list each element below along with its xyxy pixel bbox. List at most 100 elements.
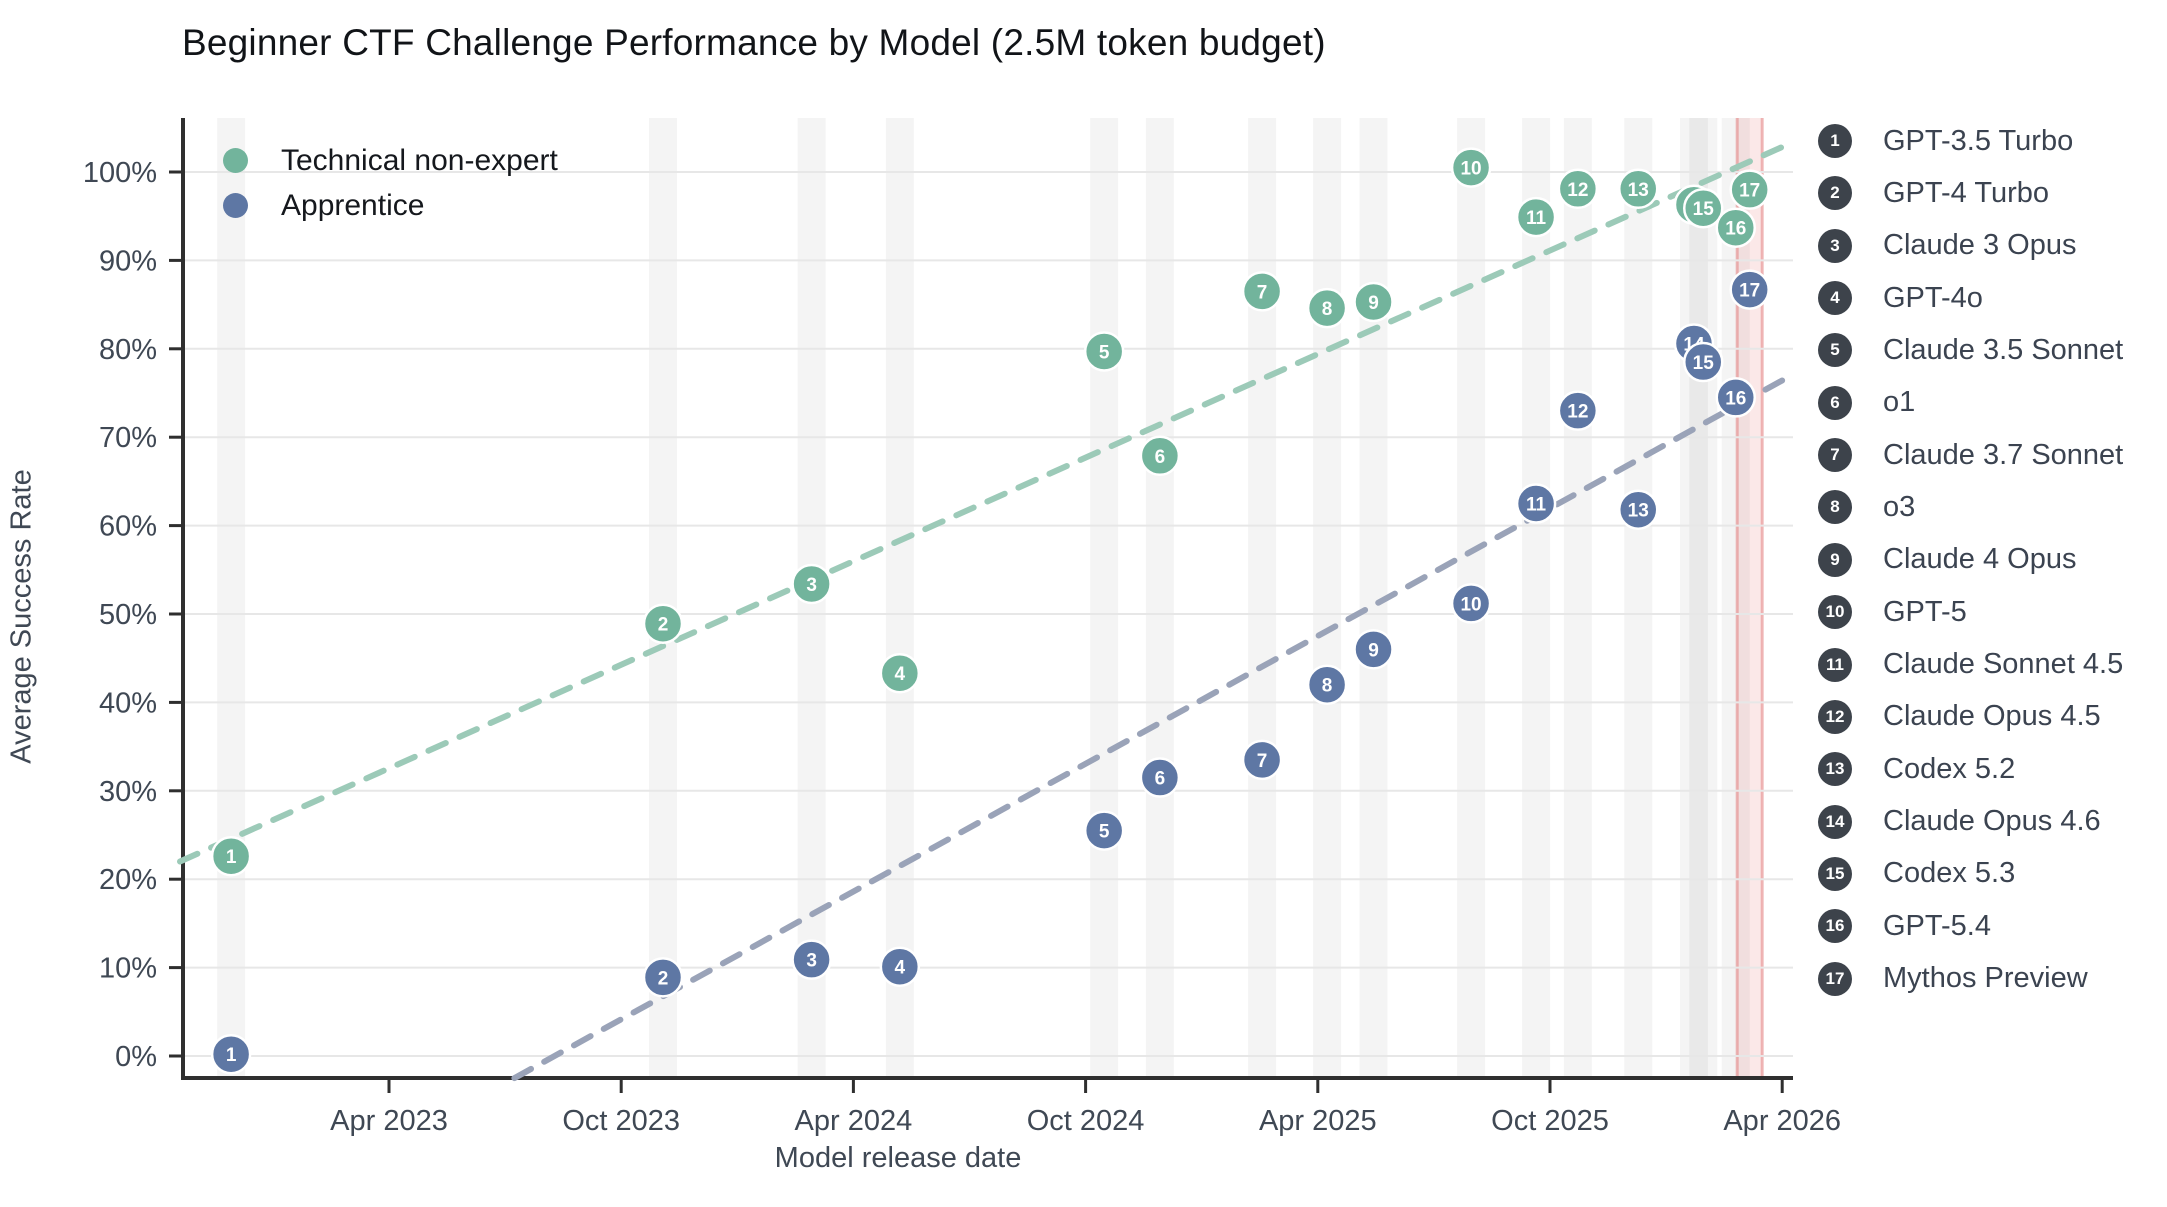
x-axis-title: Model release date bbox=[774, 1142, 1022, 1174]
series-legend-label: Apprentice bbox=[281, 188, 425, 222]
point-technical-1[interactable]: 1 bbox=[210, 835, 252, 877]
point-technical-5[interactable]: 5 bbox=[1083, 331, 1125, 372]
point-technical-15[interactable]: 15 bbox=[1683, 187, 1724, 229]
point-apprentice-10[interactable]: 10 bbox=[1450, 583, 1492, 624]
point-apprentice-11[interactable]: 11 bbox=[1515, 483, 1557, 524]
y-tick-label: 100% bbox=[83, 157, 157, 189]
point-technical-7[interactable]: 7 bbox=[1241, 271, 1283, 312]
point-technical-17[interactable]: 17 bbox=[1729, 169, 1770, 210]
point-apprentice-6[interactable]: 6 bbox=[1139, 757, 1181, 798]
point-apprentice-17[interactable]: 17 bbox=[1729, 269, 1770, 310]
point-apprentice-8[interactable]: 8 bbox=[1306, 664, 1348, 705]
legend-item-2[interactable]: 2 GPT-4 Turbo bbox=[1818, 176, 2049, 211]
legend-item-8[interactable]: 8 o3 bbox=[1818, 490, 1915, 525]
legend-item-12[interactable]: 12 Claude Opus 4.5 bbox=[1818, 699, 2101, 734]
point-technical-2[interactable]: 2 bbox=[642, 603, 684, 644]
legend-model-name: Codex 5.3 bbox=[1883, 857, 2016, 890]
point-technical-11[interactable]: 11 bbox=[1515, 196, 1557, 238]
point-technical-8[interactable]: 8 bbox=[1306, 287, 1348, 329]
point-apprentice-9[interactable]: 9 bbox=[1353, 629, 1394, 670]
point-apprentice-13[interactable]: 13 bbox=[1617, 489, 1659, 530]
point-number-label: 11 bbox=[1526, 495, 1547, 516]
point-apprentice-2[interactable]: 2 bbox=[642, 957, 684, 998]
point-number-label: 13 bbox=[1628, 180, 1649, 201]
point-apprentice-12[interactable]: 12 bbox=[1557, 390, 1599, 431]
release-stripe-13 bbox=[1624, 118, 1653, 1078]
x-tick-label: Apr 2023 bbox=[330, 1105, 448, 1137]
point-apprentice-7[interactable]: 7 bbox=[1241, 739, 1283, 781]
legend-item-9[interactable]: 9 Claude 4 Opus bbox=[1818, 542, 2076, 577]
point-technical-6[interactable]: 6 bbox=[1139, 435, 1181, 477]
legend-item-16[interactable]: 16 GPT-5.4 bbox=[1818, 909, 1991, 944]
release-stripe-1 bbox=[217, 118, 246, 1078]
highlight-stripe bbox=[1736, 118, 1763, 1078]
legend-item-13[interactable]: 13 Codex 5.2 bbox=[1818, 752, 2015, 787]
point-number-label: 17 bbox=[1739, 181, 1760, 202]
legend-model-name: Claude Opus 4.5 bbox=[1883, 700, 2101, 733]
point-apprentice-1[interactable]: 1 bbox=[210, 1033, 252, 1075]
point-technical-10[interactable]: 10 bbox=[1450, 147, 1492, 188]
release-stripe-11 bbox=[1522, 118, 1551, 1078]
point-number-label: 13 bbox=[1628, 501, 1649, 522]
point-number-label: 3 bbox=[806, 575, 817, 596]
legend-number-badge: 3 bbox=[1818, 228, 1852, 263]
legend-item-1[interactable]: 1 GPT-3.5 Turbo bbox=[1818, 124, 2073, 158]
series-legend-item-technical[interactable]: Technical non-expert bbox=[223, 138, 558, 183]
legend-number-badge: 1 bbox=[1818, 124, 1852, 158]
legend-number-badge: 7 bbox=[1818, 438, 1852, 473]
legend-number-badge: 14 bbox=[1818, 804, 1852, 839]
point-technical-9[interactable]: 9 bbox=[1353, 281, 1394, 323]
point-technical-13[interactable]: 13 bbox=[1617, 168, 1659, 210]
point-number-label: 4 bbox=[895, 958, 906, 979]
legend-number-badge: 10 bbox=[1818, 595, 1852, 630]
chart-title: Beginner CTF Challenge Performance by Mo… bbox=[182, 22, 1326, 63]
point-number-label: 17 bbox=[1739, 281, 1760, 302]
point-apprentice-16[interactable]: 16 bbox=[1715, 377, 1757, 418]
release-stripe-8 bbox=[1313, 118, 1342, 1078]
point-apprentice-4[interactable]: 4 bbox=[879, 946, 921, 987]
legend-item-7[interactable]: 7 Claude 3.7 Sonnet bbox=[1818, 438, 2124, 473]
series-legend-label: Technical non-expert bbox=[281, 143, 558, 177]
legend-item-6[interactable]: 6 o1 bbox=[1818, 385, 1916, 420]
y-tick-label: 60% bbox=[99, 511, 157, 543]
point-number-label: 7 bbox=[1257, 751, 1268, 772]
point-technical-16[interactable]: 16 bbox=[1715, 207, 1757, 248]
y-tick-label: 70% bbox=[99, 422, 157, 454]
legend-model-name: Claude 3.7 Sonnet bbox=[1883, 438, 2124, 471]
legend-number-badge: 8 bbox=[1818, 490, 1852, 525]
point-number-label: 6 bbox=[1155, 447, 1166, 468]
legend-number-badge: 5 bbox=[1818, 333, 1852, 368]
legend-item-4[interactable]: 4 GPT-4o bbox=[1818, 281, 1983, 316]
point-apprentice-15[interactable]: 15 bbox=[1683, 341, 1724, 383]
release-stripe-7 bbox=[1248, 118, 1277, 1078]
point-technical-12[interactable]: 12 bbox=[1557, 168, 1599, 210]
legend-item-11[interactable]: 11 Claude Sonnet 4.5 bbox=[1818, 647, 2123, 682]
legend-item-10[interactable]: 10 GPT-5 bbox=[1818, 595, 1967, 630]
x-tick-label: Oct 2024 bbox=[1027, 1105, 1145, 1137]
y-tick-label: 90% bbox=[99, 245, 157, 277]
legend-model-name: o1 bbox=[1883, 386, 1916, 419]
point-number-label: 8 bbox=[1322, 676, 1333, 697]
series-legend-item-apprentice[interactable]: Apprentice bbox=[223, 183, 558, 228]
x-tick-label: Oct 2025 bbox=[1491, 1105, 1609, 1137]
legend-item-15[interactable]: 15 Codex 5.3 bbox=[1818, 856, 2016, 891]
legend-model-name: GPT-4o bbox=[1883, 281, 1983, 314]
legend-item-5[interactable]: 5 Claude 3.5 Sonnet bbox=[1818, 333, 2123, 368]
legend-number-badge: 15 bbox=[1818, 856, 1852, 891]
release-stripe-15 bbox=[1689, 118, 1718, 1078]
point-apprentice-5[interactable]: 5 bbox=[1083, 810, 1125, 851]
x-tick-label: Apr 2025 bbox=[1259, 1105, 1377, 1137]
release-stripe-2 bbox=[648, 118, 677, 1078]
legend-item-17[interactable]: 17 Mythos Preview bbox=[1818, 961, 2088, 996]
point-apprentice-3[interactable]: 3 bbox=[791, 939, 832, 980]
point-technical-3[interactable]: 3 bbox=[791, 563, 832, 605]
series-legend: Technical non-expert Apprentice bbox=[223, 138, 558, 228]
point-number-label: 7 bbox=[1257, 282, 1268, 303]
point-number-label: 1 bbox=[226, 1045, 237, 1066]
legend-number-badge: 6 bbox=[1818, 385, 1852, 420]
point-technical-4[interactable]: 4 bbox=[879, 652, 921, 694]
legend-item-14[interactable]: 14 Claude Opus 4.6 bbox=[1818, 804, 2101, 839]
y-tick-label: 20% bbox=[99, 864, 157, 896]
legend-item-3[interactable]: 3 Claude 3 Opus bbox=[1818, 228, 2076, 263]
y-tick-label: 0% bbox=[115, 1041, 157, 1073]
